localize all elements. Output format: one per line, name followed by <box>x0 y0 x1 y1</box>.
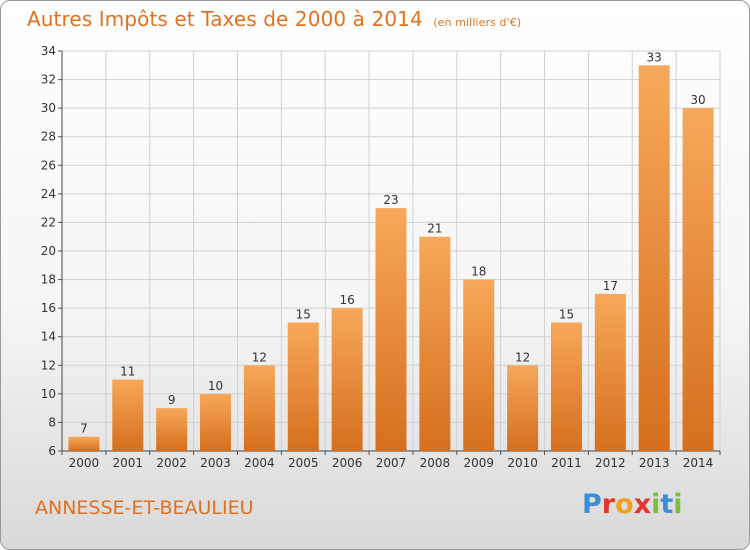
y-tick-label: 34 <box>41 44 56 58</box>
logo-letter: P <box>582 489 602 520</box>
y-tick-label: 16 <box>41 301 56 315</box>
logo-letter: i <box>651 489 661 520</box>
data-label: 10 <box>208 379 223 393</box>
data-label: 16 <box>339 293 354 307</box>
data-label: 17 <box>603 279 618 293</box>
logo-letter: x <box>633 489 652 520</box>
x-tick-label: 2013 <box>639 456 670 470</box>
bar <box>463 279 495 451</box>
proxiti-logo: Proxiti <box>582 489 683 520</box>
bar <box>375 208 407 451</box>
y-tick-label: 26 <box>41 158 56 172</box>
bar <box>594 293 626 451</box>
x-tick-label: 2002 <box>156 456 187 470</box>
x-tick-label: 2005 <box>288 456 319 470</box>
data-label: 11 <box>120 365 135 379</box>
data-label: 12 <box>515 350 530 364</box>
chart-title-text: Autres Impôts et Taxes de 2000 à 2014 <box>27 7 423 31</box>
bar <box>243 365 275 451</box>
data-label: 12 <box>252 350 267 364</box>
y-tick-label: 22 <box>41 215 56 229</box>
y-tick-label: 24 <box>41 187 56 201</box>
data-label: 21 <box>427 222 442 236</box>
x-tick-label: 2001 <box>113 456 144 470</box>
chart-subtitle: (en milliers d'€) <box>433 16 522 29</box>
x-tick-label: 2014 <box>683 456 714 470</box>
y-tick-label: 28 <box>41 130 56 144</box>
bar <box>507 365 539 451</box>
x-tick-label: 2000 <box>69 456 100 470</box>
axes: 6 8 10 12 14 16 18 20 22 24 26 28 30 32 34 2000 2001 2002… <box>41 44 721 470</box>
x-tick-label: 2010 <box>507 456 538 470</box>
x-tick-label: 2012 <box>595 456 626 470</box>
x-tick-label: 2008 <box>420 456 451 470</box>
x-tick-label: 2011 <box>551 456 582 470</box>
logo-letter: i <box>673 489 683 520</box>
commune-name: ANNESSE-ET-BEAULIEU <box>35 497 254 519</box>
data-label: 18 <box>471 265 486 279</box>
bar <box>287 322 319 451</box>
bar <box>200 393 232 451</box>
logo-letter: o <box>615 489 634 520</box>
y-tick-label: 8 <box>48 415 56 429</box>
data-label: 9 <box>168 393 176 407</box>
data-label: 15 <box>559 307 574 321</box>
bar <box>331 308 363 451</box>
data-label: 7 <box>80 422 88 436</box>
y-tick-label: 10 <box>41 387 56 401</box>
x-tick-label: 2003 <box>200 456 231 470</box>
logo-letter: t <box>660 489 674 520</box>
x-tick-label: 2007 <box>376 456 407 470</box>
y-tick-label: 20 <box>41 244 56 258</box>
bar <box>550 322 582 451</box>
bar <box>112 379 144 451</box>
bar <box>156 408 188 451</box>
x-tick-label: 2004 <box>244 456 275 470</box>
data-label: 15 <box>296 307 311 321</box>
chart-title: Autres Impôts et Taxes de 2000 à 2014 (e… <box>27 7 521 31</box>
grid-lines <box>61 50 721 452</box>
y-tick-label: 32 <box>41 73 56 87</box>
bar <box>419 236 451 451</box>
data-label: 30 <box>690 93 705 107</box>
bars <box>68 65 714 452</box>
y-tick-label: 18 <box>41 273 56 287</box>
data-label: 23 <box>383 193 398 207</box>
logo-letter: r <box>601 489 616 520</box>
y-tick-label: 30 <box>41 101 56 115</box>
bar <box>682 108 714 452</box>
x-tick-label: 2009 <box>463 456 494 470</box>
bar <box>68 436 100 451</box>
data-labels: 7 11 9 10 12 15 16 23 21 18 12 15 17 33 30 <box>80 50 706 435</box>
y-tick-label: 12 <box>41 358 56 372</box>
bar <box>638 65 670 452</box>
y-tick-label: 14 <box>41 330 56 344</box>
y-tick-label: 6 <box>48 444 56 458</box>
x-tick-label: 2006 <box>332 456 363 470</box>
data-label: 33 <box>647 50 662 64</box>
